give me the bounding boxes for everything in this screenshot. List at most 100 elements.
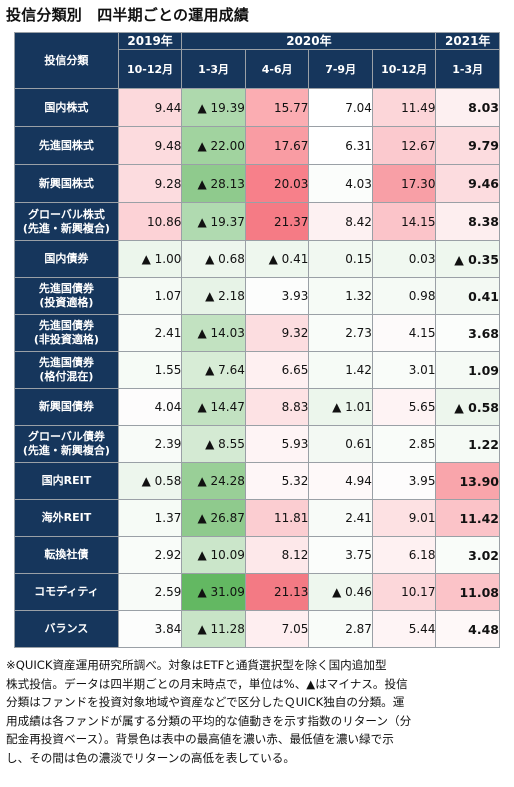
table-row: 先進国債券 (投資適格) 1.07 ▲ 2.18 3.93 1.32 0.98 0.41 [14, 277, 500, 315]
return-cell: ▲ 0.35 [435, 240, 500, 278]
return-cell: 0.03 [371, 240, 437, 278]
row-label-text: 新興国債券 [38, 400, 94, 413]
return-cell: 7.04 [308, 88, 373, 127]
row-label-text: (格付混在) [39, 370, 94, 383]
row-label-text: 転換社債 [44, 548, 89, 561]
return-cell: 0.41 [435, 277, 500, 315]
return-cell: 8.12 [244, 536, 310, 574]
row-label: 新興国債券 [14, 388, 119, 426]
table-row: 転換社債 2.92 ▲ 10.09 8.12 3.75 6.18 3.02 [14, 536, 500, 574]
return-cell: 8.03 [435, 88, 500, 127]
return-cell: 2.41 [308, 499, 373, 537]
row-label: 先進国株式 [14, 126, 119, 165]
return-cell: 2.73 [308, 314, 373, 352]
row-label-text: 先進国債券 [38, 356, 94, 369]
return-cell: 2.87 [308, 610, 373, 648]
return-cell: 11.49 [371, 88, 437, 127]
return-cell: 3.01 [371, 351, 437, 389]
table-row: 先進国債券 (非投資適格) 2.41 ▲ 14.03 9.32 2.73 4.15 3.68 [14, 314, 500, 352]
row-label-text: 海外REIT [41, 511, 92, 524]
table-row: グローバル債券 (先進・新興複合) 2.39 ▲ 8.55 5.93 0.61 2.85 1.… [14, 425, 500, 463]
period-header: 1-3月 [181, 49, 246, 89]
return-cell: 11.81 [244, 499, 310, 537]
return-cell: 10.86 [117, 202, 183, 241]
return-cell: 9.01 [371, 499, 437, 537]
return-cell: 5.65 [371, 388, 437, 426]
row-label-text: 先進国株式 [38, 138, 94, 152]
footnote-line: 分類はファンドを投資対象地域や資産などで区分したＱUICK独自の分類。運 [6, 695, 405, 709]
table-row: 先進国株式 9.48 ▲ 22.00 17.67 6.31 12.67 9.79 [14, 126, 500, 165]
year-header-2019: 2019年 [117, 32, 183, 50]
return-cell: 10.17 [371, 573, 437, 611]
return-cell: 21.37 [244, 202, 310, 241]
row-label: 国内債券 [14, 240, 119, 278]
return-cell: 3.95 [371, 462, 437, 500]
return-cell: 2.92 [117, 536, 183, 574]
return-cell: 8.83 [244, 388, 310, 426]
row-label: 先進国債券 (非投資適格) [14, 314, 119, 352]
return-cell: ▲ 0.58 [117, 462, 183, 500]
return-cell: 1.09 [435, 351, 500, 389]
return-cell: 3.93 [244, 277, 310, 315]
row-label: 国内REIT [14, 462, 119, 500]
return-cell: ▲ 31.09 [181, 573, 246, 611]
return-cell: 3.68 [435, 314, 500, 352]
table-row: 新興国株式 9.28 ▲ 28.13 20.03 4.03 17.30 9.46 [14, 164, 500, 203]
footnote-line: 株式投信。データは四半期ごとの月末時点で，単位は%、▲はマイナス。投信 [6, 676, 408, 691]
return-cell: 9.28 [117, 164, 183, 203]
return-cell: 4.94 [308, 462, 373, 500]
return-cell: 9.32 [244, 314, 310, 352]
row-label: 国内株式 [14, 88, 119, 127]
return-cell: ▲ 19.37 [181, 202, 246, 241]
table-row: グローバル株式 (先進・新興複合) 10.86 ▲ 19.37 21.37 8.42 14.… [14, 202, 500, 241]
return-cell: 3.75 [308, 536, 373, 574]
return-cell: 17.67 [244, 126, 310, 165]
return-cell: 14.15 [371, 202, 437, 241]
return-cell: ▲ 19.39 [181, 88, 246, 127]
return-cell: ▲ 0.68 [181, 240, 246, 278]
return-cell: 4.03 [308, 164, 373, 203]
return-cell: ▲ 1.01 [308, 388, 373, 426]
return-cell: 6.65 [244, 351, 310, 389]
category-header: 投信分類 [14, 32, 119, 89]
returns-table: 投信分類 2019年 2020年 2021年 10-12月 1-3月 4-6月 … [14, 32, 500, 648]
return-cell: ▲ 22.00 [181, 126, 246, 165]
return-cell: 15.77 [244, 88, 310, 127]
return-cell: 9.48 [117, 126, 183, 165]
return-cell: 1.42 [308, 351, 373, 389]
row-label-text: グローバル債券 [27, 430, 105, 443]
return-cell: 4.04 [117, 388, 183, 426]
return-cell: ▲ 26.87 [181, 499, 246, 537]
page-title: 投信分類別 四半期ごとの運用成績 [6, 6, 250, 24]
return-cell: 9.44 [117, 88, 183, 127]
return-cell: 5.93 [244, 425, 310, 463]
year-header-2020: 2020年 [181, 32, 437, 50]
return-cell: 11.08 [435, 573, 500, 611]
table-row: 新興国債券 4.04 ▲ 14.47 8.83 ▲ 1.01 5.65 ▲ 0.58 [14, 388, 500, 426]
row-label-text: コモディティ [34, 585, 99, 598]
return-cell: 2.85 [371, 425, 437, 463]
return-cell: 5.44 [371, 610, 437, 648]
return-cell: ▲ 0.58 [435, 388, 500, 426]
return-cell: 6.31 [308, 126, 373, 165]
row-label: グローバル債券 (先進・新興複合) [14, 425, 119, 463]
return-cell: 2.39 [117, 425, 183, 463]
table-row: コモディティ 2.59 ▲ 31.09 21.13 ▲ 0.46 10.17 11.08 [14, 573, 500, 611]
year-header-2021: 2021年 [435, 32, 500, 50]
return-cell: ▲ 28.13 [181, 164, 246, 203]
period-header: 7-9月 [308, 49, 373, 89]
return-cell: ▲ 14.03 [181, 314, 246, 352]
period-header: 10-12月 [371, 49, 437, 89]
row-label: グローバル株式 (先進・新興複合) [14, 202, 119, 241]
return-cell: 1.37 [117, 499, 183, 537]
row-label: バランス [14, 610, 119, 648]
row-label-text: グローバル株式 [27, 207, 105, 221]
return-cell: ▲ 0.46 [308, 573, 373, 611]
table-row: 国内債券 ▲ 1.00 ▲ 0.68 ▲ 0.41 0.15 0.03 ▲ 0.35 [14, 240, 500, 278]
table-row: 国内株式 9.44 ▲ 19.39 15.77 7.04 11.49 8.03 [14, 88, 500, 127]
return-cell: 0.98 [371, 277, 437, 315]
return-cell: 20.03 [244, 164, 310, 203]
return-cell: 7.05 [244, 610, 310, 648]
row-label: 転換社債 [14, 536, 119, 574]
return-cell: 3.02 [435, 536, 500, 574]
